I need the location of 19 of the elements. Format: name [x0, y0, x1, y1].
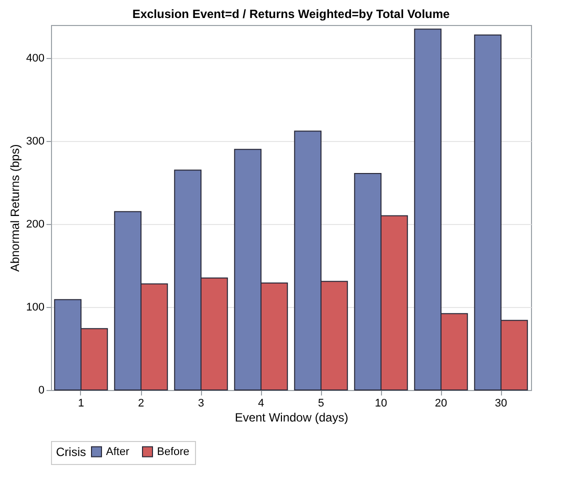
- y-tick-label: 200: [26, 218, 44, 231]
- x-axis-title: Event Window (days): [234, 410, 348, 424]
- x-tick-label: 20: [434, 398, 448, 410]
- legend-label: After: [106, 446, 130, 458]
- chart-title: Exclusion Event=d / Returns Weighted=by Total Volume: [132, 7, 450, 21]
- x-tick-label: 5: [318, 398, 324, 410]
- y-tick-label: 300: [26, 136, 44, 148]
- x-tick-label: 4: [258, 398, 264, 410]
- x-tick-label: 30: [494, 398, 508, 410]
- x-tick-label: 1: [78, 398, 84, 410]
- y-tick-label: 400: [26, 52, 44, 65]
- y-axis-title: Abnormal Returns (bps): [8, 144, 22, 272]
- x-tick-label: 10: [374, 398, 388, 410]
- y-tick-label: 0: [38, 384, 44, 396]
- legend-title: Crisis: [56, 445, 86, 459]
- x-tick-label: 2: [138, 398, 144, 410]
- legend-label: Before: [157, 446, 190, 458]
- y-tick-label: 100: [26, 302, 44, 314]
- x-tick-label: 3: [198, 398, 204, 410]
